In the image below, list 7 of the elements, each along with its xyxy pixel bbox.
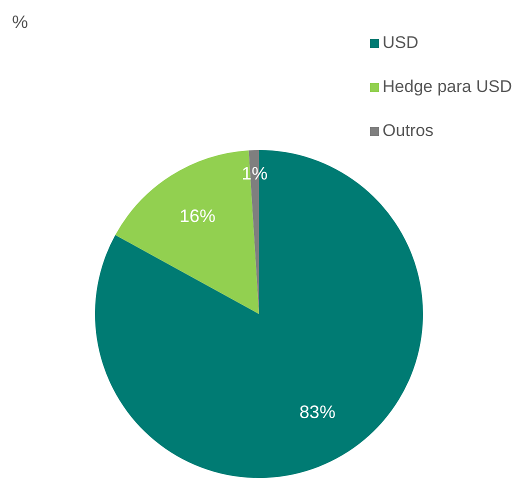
legend-label: Hedge para USD: [382, 77, 512, 97]
legend-label: USD: [382, 33, 418, 53]
legend-label: Outros: [382, 121, 434, 141]
data-label: 16%: [179, 206, 216, 226]
data-label: 1%: [242, 164, 268, 184]
data-label: 83%: [299, 402, 336, 422]
chart-title: %: [12, 12, 28, 33]
